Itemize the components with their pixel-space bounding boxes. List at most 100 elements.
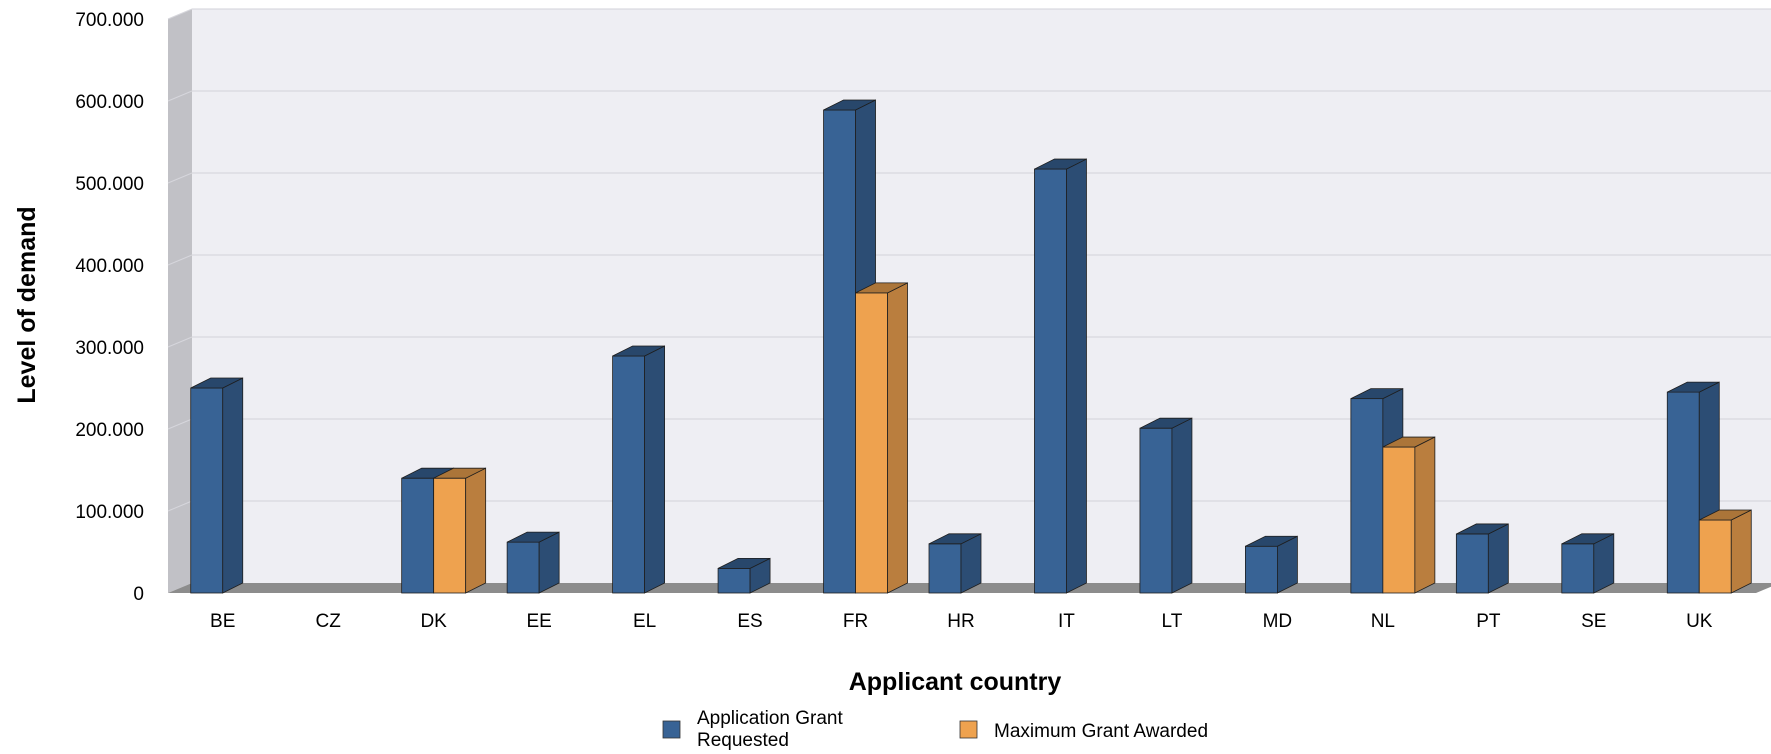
- bar-top: [433, 467, 486, 479]
- y-tick-labels: 0 100.000 200.000 300.000 400.000 500.000 600.…: [75, 10, 144, 605]
- x-tick-label: IT: [1058, 611, 1075, 632]
- bar-top: [823, 99, 876, 111]
- x-tick-label: NL: [1371, 611, 1395, 632]
- bar-top: [1699, 509, 1752, 521]
- bar-top: [1382, 436, 1436, 448]
- bar-top: [1034, 158, 1087, 170]
- gridline-diag: [167, 336, 193, 348]
- legend-label: Maximum Grant Awarded: [994, 721, 1208, 742]
- y-tick-label: 200.000: [75, 420, 144, 441]
- bar: [1561, 533, 1615, 594]
- bar-side: [465, 467, 487, 594]
- bar: [612, 345, 665, 594]
- bar: [433, 467, 487, 594]
- bar: [1139, 417, 1193, 594]
- bar: [1245, 535, 1298, 594]
- bar-front: [1350, 398, 1384, 594]
- x-tick-label: FR: [843, 611, 868, 632]
- plot-side-wall: [168, 9, 192, 593]
- bar-side: [644, 345, 665, 594]
- bar-front: [1455, 533, 1489, 594]
- legend-swatch: [662, 720, 681, 739]
- gridline-diag: [167, 8, 193, 20]
- x-tick-label: ES: [737, 611, 762, 632]
- bar-side: [887, 282, 908, 594]
- x-axis-title: Applicant country: [849, 668, 1062, 696]
- gridline-diag: [167, 172, 193, 184]
- bar-side: [538, 531, 560, 594]
- y-axis-title: Level of demand: [13, 206, 41, 403]
- legend-label: Requested: [697, 730, 789, 751]
- bar: [855, 282, 908, 594]
- bar: [1698, 509, 1752, 594]
- bar: [1034, 158, 1087, 594]
- bar-top: [612, 345, 665, 357]
- bar-top: [506, 531, 560, 543]
- bar-top: [1456, 523, 1509, 535]
- gridline-diag: [167, 418, 193, 430]
- bars: [190, 99, 1752, 594]
- x-tick-label: BE: [210, 611, 235, 632]
- bar: [717, 557, 771, 594]
- bar-front: [928, 543, 962, 594]
- bar-front: [1245, 545, 1278, 594]
- y-tick-label: 600.000: [75, 92, 144, 113]
- bar: [1455, 523, 1509, 594]
- gridlines: [167, 8, 1771, 512]
- bar-front: [1139, 427, 1173, 594]
- y-tick-label: 100.000: [75, 502, 144, 523]
- bar: [506, 531, 560, 594]
- bar-front: [190, 387, 224, 594]
- bar-top: [1139, 417, 1193, 429]
- bar-top: [1667, 381, 1720, 393]
- x-tick-label: LT: [1162, 611, 1183, 632]
- bar-top: [1350, 388, 1404, 400]
- bar-front: [612, 355, 645, 594]
- x-tick-label: UK: [1686, 611, 1713, 632]
- bar-front: [717, 568, 751, 594]
- bar-side: [1487, 523, 1509, 594]
- legend-label: Application Grant: [697, 708, 843, 729]
- x-tick-label: SE: [1581, 611, 1606, 632]
- bar: [1382, 436, 1436, 594]
- bar-top: [717, 558, 771, 569]
- bar-side: [1171, 417, 1193, 594]
- gridline-diag: [167, 90, 193, 102]
- bar-front: [1561, 543, 1595, 594]
- bar-front: [1034, 168, 1067, 594]
- x-tick-label: EE: [526, 611, 551, 632]
- y-tick-label: 700.000: [75, 10, 144, 31]
- bar-top: [190, 377, 243, 389]
- x-tick-label: EL: [633, 611, 656, 632]
- x-tick-label: HR: [947, 611, 974, 632]
- bar-top: [928, 533, 982, 545]
- bar-side: [222, 377, 244, 594]
- bar-top: [855, 282, 908, 294]
- x-tick-label: CZ: [316, 611, 342, 632]
- bar-front: [506, 541, 540, 594]
- y-tick-label: 0: [133, 584, 144, 605]
- bar-front: [1666, 391, 1700, 594]
- bar-top: [1561, 533, 1614, 545]
- bar-side: [1414, 436, 1436, 594]
- x-tick-label: PT: [1476, 611, 1501, 632]
- gridline-diag: [167, 500, 193, 512]
- y-tick-label: 500.000: [75, 174, 144, 195]
- legend-swatch: [959, 720, 978, 739]
- bar: [190, 377, 244, 594]
- bar-top: [1245, 535, 1298, 547]
- y-tick-label: 300.000: [75, 338, 144, 359]
- x-tick-label: MD: [1263, 611, 1293, 632]
- legend-item: Maximum Grant Awarded: [959, 720, 1208, 742]
- bar-front: [823, 109, 856, 594]
- bar-side: [1730, 509, 1752, 594]
- bar: [928, 533, 982, 594]
- bar-front: [855, 292, 888, 594]
- bar-front: [401, 477, 435, 594]
- bar-front: [1698, 519, 1732, 594]
- y-tick-label: 400.000: [75, 256, 144, 277]
- x-tick-label: DK: [420, 611, 447, 632]
